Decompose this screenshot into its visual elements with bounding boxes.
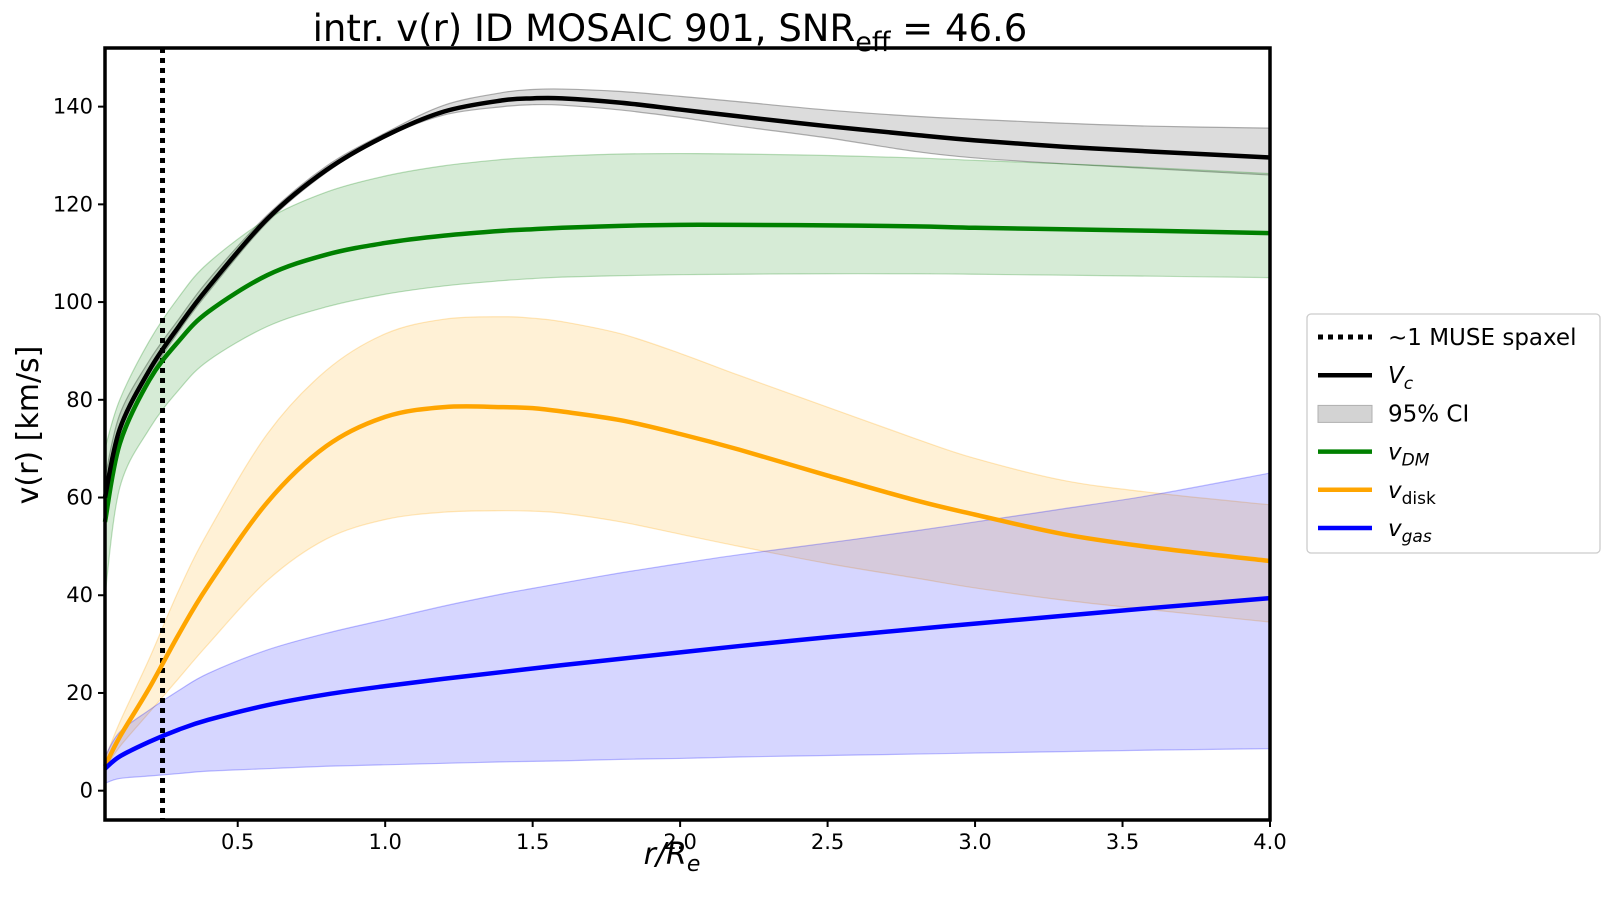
legend-label-v-disk: vdisk bbox=[1388, 478, 1436, 509]
line-v-gas bbox=[103, 595, 1271, 771]
legend-label-v-c: Vc bbox=[1388, 363, 1414, 394]
chart-title-main: intr. v(r) ID MOSAIC 901, SNR bbox=[313, 7, 856, 50]
legend-box bbox=[1306, 313, 1601, 554]
legend: ~1 MUSE spaxel Vc 95% CI vDM vdisk vgas bbox=[1306, 313, 1601, 554]
band-v-disk bbox=[104, 316, 1271, 771]
y-tick-label: 60 bbox=[66, 486, 93, 510]
y-tick-label: 120 bbox=[53, 192, 93, 216]
x-axis-title-base: r/R bbox=[644, 837, 687, 872]
legend-label-1-muse-spaxel: ~1 MUSE spaxel bbox=[1388, 325, 1576, 351]
series-lines bbox=[102, 95, 1271, 771]
legend-label-v-gas: vgas bbox=[1388, 516, 1432, 547]
x-tick-label: 4.0 bbox=[1253, 830, 1286, 854]
line-v-c bbox=[102, 95, 1271, 498]
chart-title: intr. v(r) ID MOSAIC 901, SNReff = 46.6 bbox=[313, 7, 1028, 58]
x-tick-label: 2.5 bbox=[811, 830, 844, 854]
legend-label-v-dm: vDM bbox=[1388, 440, 1430, 471]
x-tick-label: 1.0 bbox=[368, 830, 401, 854]
y-tick-label: 40 bbox=[66, 583, 93, 607]
x-axis-ticks: 0.5 1.0 1.5 2.0 2.5 3.0 3.5 4.0 bbox=[221, 820, 1287, 854]
x-axis-title-sub: e bbox=[687, 852, 701, 877]
confidence-bands bbox=[104, 88, 1271, 785]
x-tick-label: 0.5 bbox=[221, 830, 254, 854]
x-tick-label: 3.0 bbox=[958, 830, 991, 854]
y-tick-label: 20 bbox=[66, 681, 93, 705]
x-axis-title: r/Re bbox=[644, 837, 701, 877]
x-tick-label: 3.5 bbox=[1106, 830, 1139, 854]
line-v-dm bbox=[102, 222, 1271, 523]
y-axis-ticks: 0 20 40 60 80 100 120 140 bbox=[53, 95, 105, 803]
line-v-disk bbox=[102, 404, 1271, 768]
y-tick-label: 0 bbox=[80, 779, 93, 803]
x-tick-label: 1.5 bbox=[516, 830, 549, 854]
legend-label-95-ci: 95% CI bbox=[1388, 401, 1469, 427]
y-tick-label: 80 bbox=[66, 388, 93, 412]
legend-handle-95-ci bbox=[1317, 404, 1373, 423]
plot-frame bbox=[103, 46, 1272, 822]
chart-title-rest: = 46.6 bbox=[890, 7, 1027, 50]
x-tick-label: 2.0 bbox=[663, 830, 696, 854]
y-tick-label: 140 bbox=[53, 95, 93, 119]
chart-title-sub: eff bbox=[855, 27, 892, 58]
y-tick-label: 100 bbox=[53, 290, 93, 314]
y-axis-title: v(r) [km/s] bbox=[11, 346, 46, 505]
